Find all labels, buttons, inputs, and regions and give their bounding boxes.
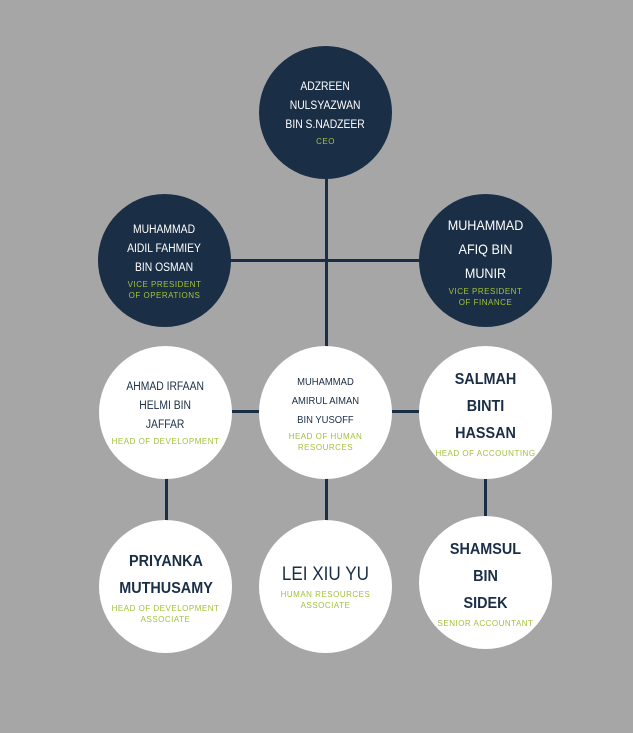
connector-dev-associate [165,478,168,522]
node-name: LEI XIU YU [281,564,370,585]
node-vp-operations: MUHAMMAD AIDIL FAHMIEY BIN OSMAN VICE PR… [98,194,231,327]
connector-accountant [484,476,487,518]
node-name: ADZREEN NULSYAZWAN BIN S.NADZEER [285,81,366,131]
node-role: HEAD OF DEVELOPMENT [111,437,220,446]
node-role: SENIOR ACCOUNTANT [437,619,534,628]
node-name: PRIYANKA MUTHUSAMY [118,553,213,597]
node-dev-associate: PRIYANKA MUTHUSAMY HEAD OF DEVELOPMENT A… [99,520,232,653]
node-name: SALMAH BINTI HASSAN [454,371,517,442]
connector-heads-left [230,410,260,413]
node-head-development: AHMAD IRFAAN HELMI BIN JAFFAR HEAD OF DE… [99,346,232,479]
node-role: VICE PRESIDENT OF OPERATIONS [127,279,202,300]
node-senior-accountant: SHAMSUL BIN SIDEK SENIOR ACCOUNTANT [419,516,552,649]
node-role: HEAD OF ACCOUNTING [435,449,536,458]
node-head-accounting: SALMAH BINTI HASSAN HEAD OF ACCOUNTING [419,346,552,479]
node-ceo: ADZREEN NULSYAZWAN BIN S.NADZEER CEO [259,46,392,179]
connector-heads-right [390,410,422,413]
node-vp-finance: MUHAMMAD AFIQ BIN MUNIR VICE PRESIDENT O… [419,194,552,327]
node-role: CEO [316,137,335,146]
node-name: MUHAMMAD AFIQ BIN MUNIR [447,217,524,281]
node-role: VICE PRESIDENT OF FINANCE [448,287,523,307]
node-name: AHMAD IRFAAN HELMI BIN JAFFAR [126,381,205,431]
node-hr-associate: LEI XIU YU HUMAN RESOURCES ASSOCIATE [259,520,392,653]
node-name: SHAMSUL BIN SIDEK [449,541,522,612]
node-name: MUHAMMAD AMIRUL AIMAN BIN YUSOFF [291,375,360,426]
node-role: HUMAN RESOURCES ASSOCIATE [280,590,371,610]
node-role: HEAD OF HUMAN RESOURCES [288,431,363,452]
connector-ceo-trunk [325,178,328,353]
node-head-hr: MUHAMMAD AMIRUL AIMAN BIN YUSOFF HEAD OF… [259,346,392,479]
node-name: MUHAMMAD AIDIL FAHMIEY BIN OSMAN [127,223,202,274]
connector-hr-associate [325,478,328,522]
node-role: HEAD OF DEVELOPMENT ASSOCIATE [111,604,220,624]
connector-vp-horizontal [230,259,422,262]
